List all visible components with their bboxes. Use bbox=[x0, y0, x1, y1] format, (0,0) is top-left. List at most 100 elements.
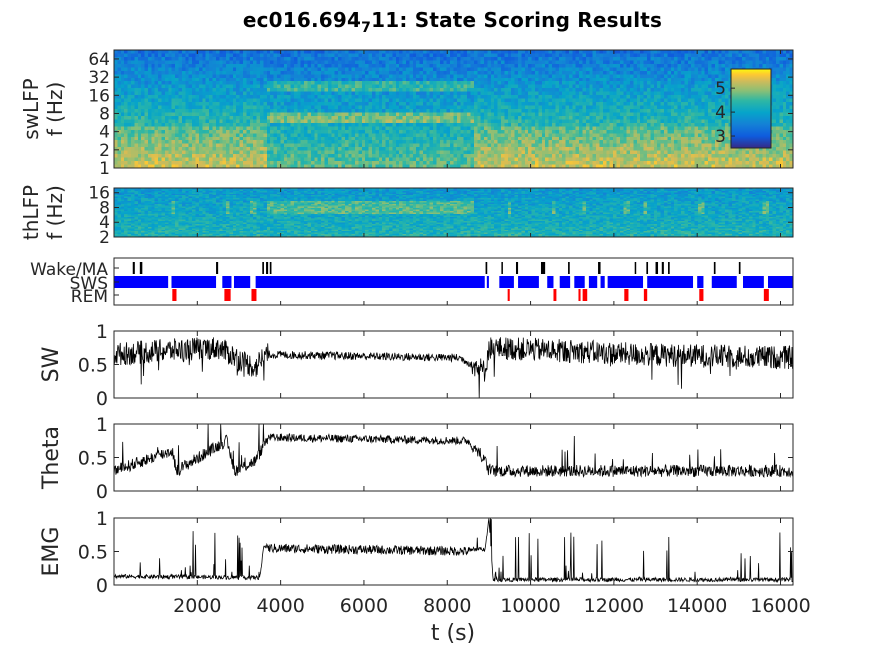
spectrogram-cell bbox=[280, 126, 285, 131]
spectrogram-cell bbox=[134, 147, 139, 152]
spectrogram-cell bbox=[487, 143, 492, 148]
spectrogram-cell bbox=[602, 70, 607, 75]
spectrogram-cell bbox=[124, 91, 128, 96]
spectrogram-cell bbox=[219, 136, 224, 141]
spectrogram-cell bbox=[314, 115, 319, 120]
spectrogram-cell bbox=[130, 81, 135, 86]
spectrogram-cell bbox=[589, 105, 594, 110]
spectrogram-cell bbox=[375, 105, 380, 110]
spectrogram-cell bbox=[548, 67, 553, 72]
spectrogram-cell bbox=[236, 157, 241, 162]
spectrogram-cell bbox=[283, 133, 288, 138]
spectrogram-cell bbox=[249, 147, 254, 152]
spectrogram-cell bbox=[229, 67, 234, 72]
spectrogram-cell bbox=[528, 140, 532, 145]
spectrogram-cell bbox=[344, 119, 349, 124]
spectrogram-cell bbox=[433, 60, 437, 65]
spectrogram-cell bbox=[395, 74, 400, 79]
spectrogram-cell bbox=[185, 102, 190, 106]
spectrogram-cell bbox=[558, 105, 563, 110]
spectrogram-cell bbox=[304, 109, 308, 113]
spectrogram-cell bbox=[263, 133, 268, 138]
spectrogram-cell bbox=[134, 122, 139, 127]
spectrogram-cell bbox=[276, 147, 281, 152]
spectrogram-cell bbox=[555, 147, 560, 152]
spectrogram-cell bbox=[602, 74, 607, 79]
spectrogram-cell bbox=[266, 143, 271, 148]
spectrogram-cell bbox=[389, 157, 393, 162]
spectrogram-cell bbox=[144, 102, 149, 106]
spectrogram-cell bbox=[558, 84, 563, 89]
spectrogram-cell bbox=[341, 56, 346, 61]
spectrogram-cell bbox=[409, 77, 414, 82]
spectrogram-cell bbox=[555, 164, 560, 169]
spectrogram-cell bbox=[226, 53, 230, 58]
spectrogram-cell bbox=[460, 77, 465, 82]
spectrogram-cell bbox=[344, 112, 349, 117]
spectrogram-cell bbox=[198, 67, 203, 72]
spectrogram-cell bbox=[222, 150, 227, 155]
spectrogram-cell bbox=[490, 74, 495, 79]
spectrogram-cell bbox=[338, 164, 342, 169]
spectrogram-cell bbox=[280, 84, 285, 89]
spectrogram-cell bbox=[565, 150, 570, 155]
spectrogram-cell bbox=[426, 74, 431, 79]
spectrogram-cell bbox=[375, 77, 380, 82]
spectrogram-cell bbox=[355, 122, 359, 127]
spectrogram-cell bbox=[273, 88, 278, 93]
spectrogram-cell bbox=[188, 143, 193, 148]
spectrogram-cell bbox=[389, 129, 393, 134]
spectrogram-cell bbox=[209, 157, 213, 162]
spectrogram-cell bbox=[426, 70, 431, 75]
spectrogram-cell bbox=[443, 88, 448, 93]
spectrogram-cell bbox=[501, 63, 505, 68]
spectrogram-cell bbox=[409, 105, 414, 110]
spectrogram-cell bbox=[141, 81, 145, 86]
spectrogram-cell bbox=[589, 136, 594, 141]
spectrogram-cell bbox=[555, 84, 560, 89]
spectrogram-cell bbox=[130, 112, 135, 117]
spectrogram-cell bbox=[324, 143, 329, 148]
spectrogram-cell bbox=[226, 150, 230, 155]
spectrogram-cell bbox=[246, 67, 251, 72]
spectrogram-cell bbox=[412, 122, 417, 127]
spectrogram-cell bbox=[327, 81, 332, 86]
spectrogram-cell bbox=[375, 147, 380, 152]
spectrogram-cell bbox=[290, 126, 295, 131]
spectrogram-cell bbox=[175, 129, 179, 134]
spectrogram-cell bbox=[490, 150, 495, 155]
spectrogram-cell bbox=[382, 70, 386, 75]
spectrogram-cell bbox=[147, 136, 152, 141]
spectrogram-cell bbox=[253, 91, 257, 96]
spectrogram-cell bbox=[392, 56, 397, 61]
spectrogram-cell bbox=[270, 81, 274, 86]
spectrogram-cell bbox=[358, 81, 363, 86]
spectrogram-cell bbox=[317, 164, 322, 169]
spectrogram-cell bbox=[253, 115, 257, 120]
spectrogram-cell bbox=[222, 95, 227, 99]
spectrogram-cell bbox=[372, 91, 376, 96]
spectrogram-cell bbox=[205, 98, 210, 103]
spectrogram-cell bbox=[534, 161, 539, 165]
spectrogram-cell bbox=[229, 119, 234, 124]
spectrogram-cell bbox=[378, 126, 383, 131]
spectrogram-cell bbox=[226, 95, 230, 99]
spectrogram-cell bbox=[137, 95, 142, 99]
spectrogram-cell bbox=[446, 105, 451, 110]
spectrogram-cell bbox=[562, 140, 566, 145]
spectrogram-cell bbox=[409, 91, 414, 96]
spectrogram-cell bbox=[606, 98, 611, 103]
spectrogram-cell bbox=[585, 126, 590, 131]
spectrogram-cell bbox=[426, 77, 431, 82]
spectrogram-cell bbox=[609, 140, 614, 145]
spectrogram-cell bbox=[327, 129, 332, 134]
spectrogram-cell bbox=[450, 136, 454, 141]
spectrogram-cell bbox=[467, 81, 471, 86]
spectrogram-cell bbox=[511, 98, 515, 103]
spectrogram-cell bbox=[395, 70, 400, 75]
spectrogram-cell bbox=[181, 105, 186, 110]
spectrogram-cell bbox=[453, 56, 458, 61]
spectrogram-cell bbox=[161, 102, 166, 106]
spectrogram-cell bbox=[558, 88, 563, 93]
spectrogram-cell bbox=[361, 143, 366, 148]
